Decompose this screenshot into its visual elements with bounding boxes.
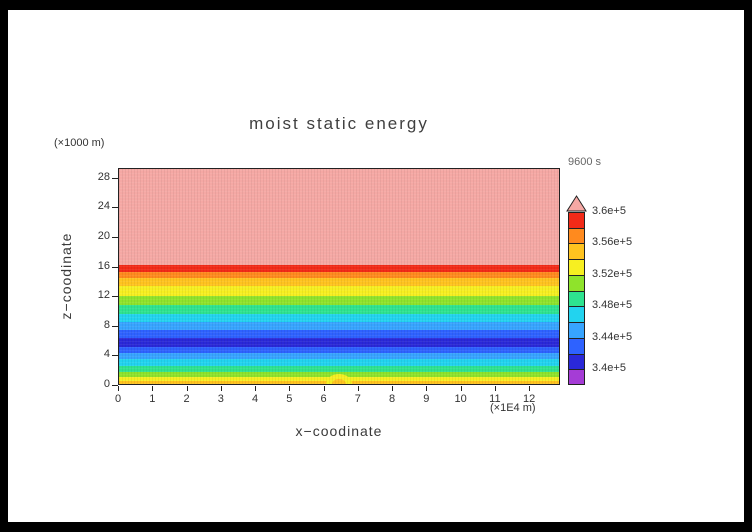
colorbar-segment <box>568 290 585 307</box>
y-tick <box>112 355 118 357</box>
y-tick-label: 8 <box>103 318 110 331</box>
field-band <box>119 365 559 372</box>
colorbar-segment <box>568 322 585 339</box>
plot-title: moist static energy <box>249 114 429 133</box>
thermal-bubble-inner <box>332 379 346 384</box>
x-tick-label: 11 <box>489 393 501 405</box>
colorbar-outline <box>568 212 585 385</box>
field-band <box>119 264 559 272</box>
colorbar-separator <box>568 290 585 292</box>
y-tick <box>112 385 118 386</box>
x-axis-unit-label: (×1E4 m) <box>490 402 536 414</box>
colorbar-separator <box>568 243 585 245</box>
colorbar-segment <box>568 227 585 244</box>
field-band <box>119 277 559 287</box>
x-tick-label: 3 <box>217 393 224 405</box>
colorbar-segment <box>568 212 585 229</box>
field-band <box>119 321 559 331</box>
field-band <box>119 329 559 338</box>
x-tick <box>255 386 257 391</box>
field-band <box>119 358 559 366</box>
x-tick <box>460 386 462 391</box>
x-tick-label: 4 <box>251 393 259 405</box>
x-tick-label: 6 <box>320 393 327 405</box>
colorbar-separator <box>568 259 585 261</box>
y-tick-label: 24 <box>97 200 110 213</box>
x-tick-label: 1 <box>149 393 156 405</box>
colorbar-label: 3.52e+5 <box>592 267 633 280</box>
plot-page: moist static energy (×1000 m) 9600 s x−c… <box>8 10 744 522</box>
field-band <box>119 337 559 348</box>
colorbar-segment <box>568 274 585 292</box>
colorbar-segment <box>568 369 585 386</box>
x-tick-label: 9 <box>423 393 430 405</box>
x-tick <box>118 386 119 391</box>
heatmap-field <box>119 169 559 384</box>
colorbar-segment <box>568 306 585 323</box>
colorbar-segment <box>568 243 585 260</box>
colorbar-label: 3.4e+5 <box>592 362 626 375</box>
x-tick <box>152 386 154 391</box>
y-tick <box>112 325 118 327</box>
x-axis-label: x−coodinate <box>295 423 383 439</box>
x-tick-label: 8 <box>389 393 396 405</box>
field-band <box>119 304 559 314</box>
x-tick <box>323 386 325 391</box>
x-tick <box>289 386 291 391</box>
x-tick-label: 5 <box>286 393 293 405</box>
y-tick-label: 12 <box>97 289 110 302</box>
colorbar-separator <box>568 369 585 371</box>
x-tick-label: 0 <box>114 393 122 405</box>
y-axis-label: z−coodinate <box>58 232 74 320</box>
y-tick <box>112 236 118 238</box>
field-band <box>119 285 559 296</box>
y-tick-label: 16 <box>97 259 110 272</box>
colorbar-label: 3.6e+5 <box>592 205 626 217</box>
x-tick <box>220 386 222 391</box>
colorbar-segment <box>568 337 585 355</box>
y-tick-label: 4 <box>103 348 110 361</box>
y-tick-label: 28 <box>97 170 110 183</box>
y-tick-label: 20 <box>97 229 110 242</box>
colorbar-segment <box>568 353 585 370</box>
plot-area <box>118 168 560 385</box>
y-axis-unit-label: (×1000 m) <box>54 137 105 149</box>
colorbar-over-arrow <box>566 195 587 212</box>
field-band <box>119 352 559 360</box>
colorbar-label: 3.44e+5 <box>592 330 633 343</box>
colorbar-over-arrow-shape <box>566 195 587 212</box>
field-band <box>119 295 559 305</box>
colorbar-separator <box>568 322 585 324</box>
colorbar-separator <box>568 306 585 308</box>
x-tick <box>529 386 531 391</box>
field-band <box>119 346 559 354</box>
colorbar-label: 3.56e+5 <box>592 236 633 249</box>
y-tick <box>112 296 118 298</box>
colorbar-separator <box>568 337 585 339</box>
y-tick <box>112 177 118 179</box>
y-tick <box>112 207 118 209</box>
x-tick <box>357 386 359 391</box>
x-tick-label: 12 <box>523 393 536 405</box>
colorbar-label: 3.48e+5 <box>592 299 633 312</box>
field-band <box>119 169 559 266</box>
y-tick-label: 0 <box>103 378 110 390</box>
x-tick <box>494 386 496 391</box>
x-tick <box>426 386 428 391</box>
x-tick-label: 7 <box>354 393 361 405</box>
timestamp-label: 9600 s <box>568 156 602 168</box>
x-tick-label: 2 <box>183 393 190 405</box>
colorbar-separator <box>568 227 585 229</box>
y-tick <box>112 266 118 268</box>
x-tick <box>186 386 188 391</box>
x-tick <box>392 386 394 391</box>
field-band <box>119 271 559 279</box>
colorbar-separator <box>568 353 585 355</box>
colorbar-separator <box>568 274 585 276</box>
field-band <box>119 313 559 322</box>
x-tick-label: 10 <box>454 393 467 405</box>
colorbar-segment <box>568 259 585 276</box>
